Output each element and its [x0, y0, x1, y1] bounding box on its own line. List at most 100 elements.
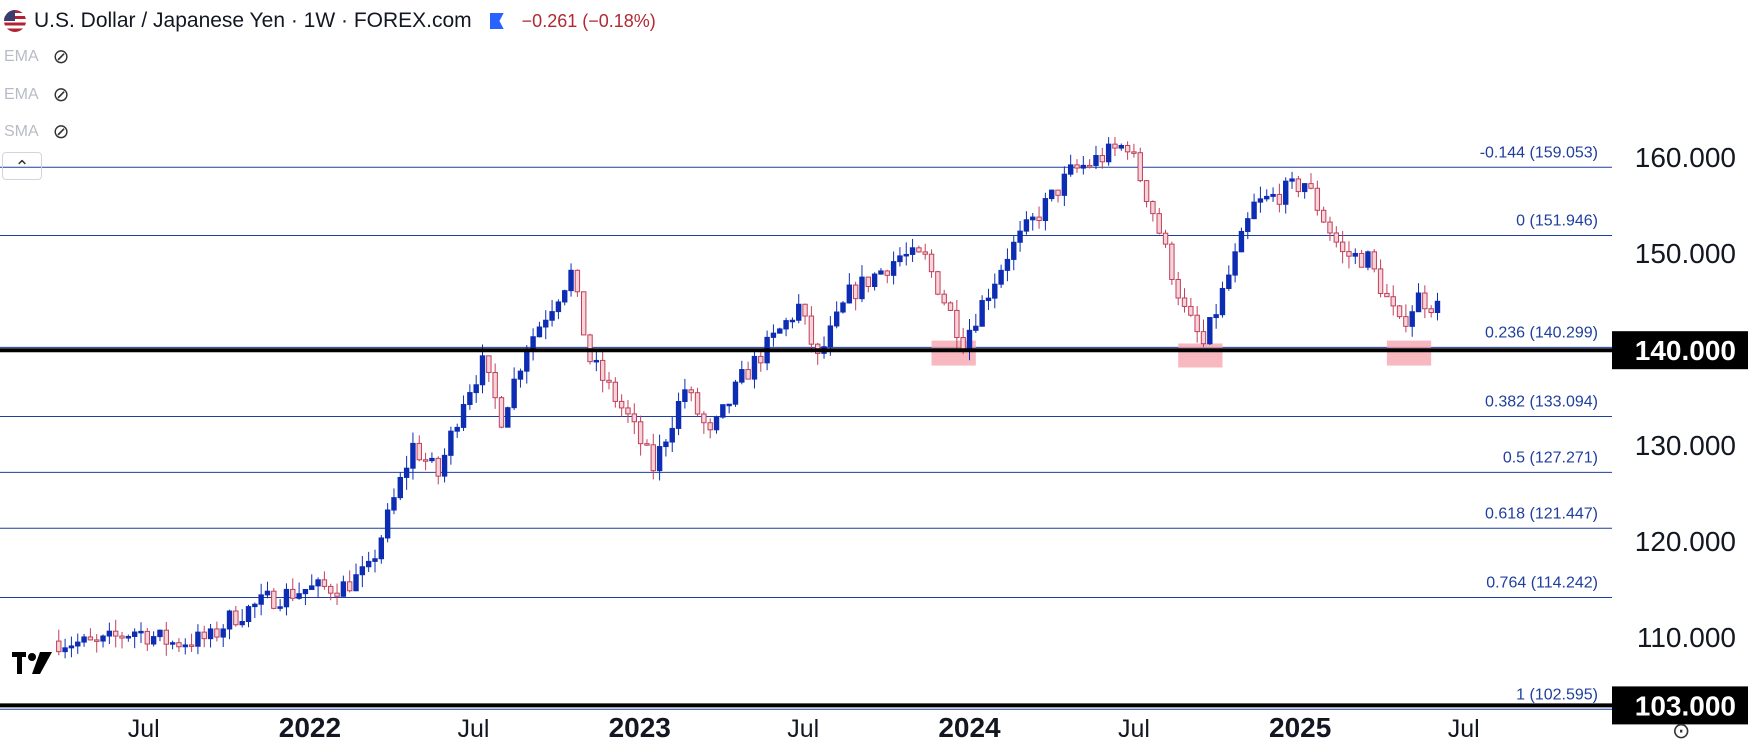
candle-body [56, 640, 62, 653]
candle-body [1112, 143, 1118, 149]
candle-body [1150, 200, 1156, 215]
candle-body [176, 642, 182, 648]
settings-icon[interactable]: ⊙ [1672, 718, 1691, 743]
candle-body [321, 579, 328, 587]
fib-level-label: -0.144 (159.053) [1480, 144, 1598, 161]
candle-body [758, 355, 764, 364]
y-axis-tick-label: 120.000 [1635, 526, 1736, 557]
candle-body [302, 588, 309, 595]
candle-body [1049, 189, 1055, 200]
candle-body [1276, 193, 1283, 205]
candle-body [1011, 241, 1017, 260]
candle-body [1219, 287, 1226, 316]
indicator-ema-1[interactable]: EMA ⊘ [4, 44, 69, 69]
candle-body [1226, 274, 1232, 289]
candle-body [1327, 221, 1333, 234]
x-axis-tick-label: Jul [1118, 715, 1150, 743]
candle-body [1415, 292, 1422, 313]
candle-body [846, 284, 853, 304]
candle-body [890, 261, 897, 276]
candle-body [460, 403, 467, 428]
candle-body [796, 303, 802, 321]
candle-body [410, 442, 416, 469]
candle-body [1118, 144, 1124, 149]
candle-body [998, 269, 1004, 285]
candle-body [359, 566, 366, 576]
indicator-sma[interactable]: SMA ⊘ [4, 119, 69, 144]
candle-body [897, 255, 903, 263]
x-axis-tick-label: 2023 [609, 712, 671, 743]
flag-marker-icon[interactable] [489, 13, 504, 29]
candle-body [372, 558, 378, 562]
symbol-title[interactable]: U.S. Dollar / Japanese Yen · 1W · FOREX.… [34, 9, 472, 32]
candle-body [112, 630, 119, 637]
candle-body [1245, 218, 1251, 232]
candle-body [884, 270, 890, 276]
candle-body [568, 269, 574, 292]
candle-body [694, 392, 701, 415]
support-highlight-zone [1386, 340, 1432, 366]
candle-body [783, 320, 789, 330]
candle-body [384, 509, 391, 539]
candle-body [87, 636, 94, 641]
candle-body [1295, 178, 1302, 193]
candle-body [1396, 305, 1403, 318]
candle-body [852, 284, 859, 300]
candle-body [916, 247, 922, 253]
candle-body [593, 359, 600, 363]
candle-body [283, 588, 290, 608]
candle-body [1409, 311, 1415, 327]
candle-body [416, 442, 422, 461]
candle-body [1067, 164, 1074, 175]
candle-body [207, 628, 214, 640]
candle-body [239, 621, 245, 626]
us-flag-icon [4, 10, 26, 32]
eye-off-icon[interactable]: ⊘ [52, 121, 70, 143]
candle-body [789, 319, 796, 323]
candle-body [397, 476, 403, 499]
candle-body [954, 309, 960, 339]
indicator-ema-2[interactable]: EMA ⊘ [4, 82, 69, 107]
candle-body [656, 446, 663, 472]
candle-body [985, 297, 992, 302]
candle-body [188, 644, 195, 647]
candle-body [1023, 219, 1030, 232]
candle-body [498, 397, 505, 428]
candle-body [1301, 183, 1308, 193]
candle-body [625, 407, 631, 415]
eye-off-icon[interactable]: ⊘ [52, 84, 70, 106]
candle-body [966, 329, 973, 351]
candle-body [1289, 178, 1295, 182]
candle-body [473, 384, 479, 394]
candle-body [220, 628, 226, 638]
candle-body [543, 319, 549, 328]
candle-body [1428, 308, 1434, 314]
candle-body [524, 350, 530, 372]
x-axis-tick-label: 2024 [938, 712, 1001, 743]
candle-body [81, 636, 87, 643]
candle-body [467, 392, 473, 405]
candle-body [157, 629, 163, 638]
candle-body [505, 407, 511, 428]
candle-body [1036, 216, 1042, 222]
eye-off-icon[interactable]: ⊘ [52, 46, 70, 68]
chevron-up-icon[interactable]: ⌃ [2, 152, 42, 180]
candle-body [517, 370, 524, 380]
candle-body [309, 585, 315, 590]
candle-body [353, 574, 359, 592]
candle-body [479, 355, 486, 386]
chart-header: U.S. Dollar / Japanese Yen · 1W · FOREX.… [0, 8, 656, 34]
candle-body [802, 303, 808, 317]
candle-body [777, 328, 783, 334]
candle-body [233, 610, 239, 626]
candle-body [865, 276, 871, 287]
candle-body [637, 421, 644, 445]
candle-body [195, 631, 201, 647]
y-axis-tick-label: 150.000 [1635, 238, 1736, 269]
fib-level-label: 0 (151.946) [1516, 213, 1598, 230]
candle-body [631, 413, 637, 423]
candle-body [422, 459, 429, 462]
candle-body [770, 332, 777, 338]
candle-body [378, 537, 385, 560]
